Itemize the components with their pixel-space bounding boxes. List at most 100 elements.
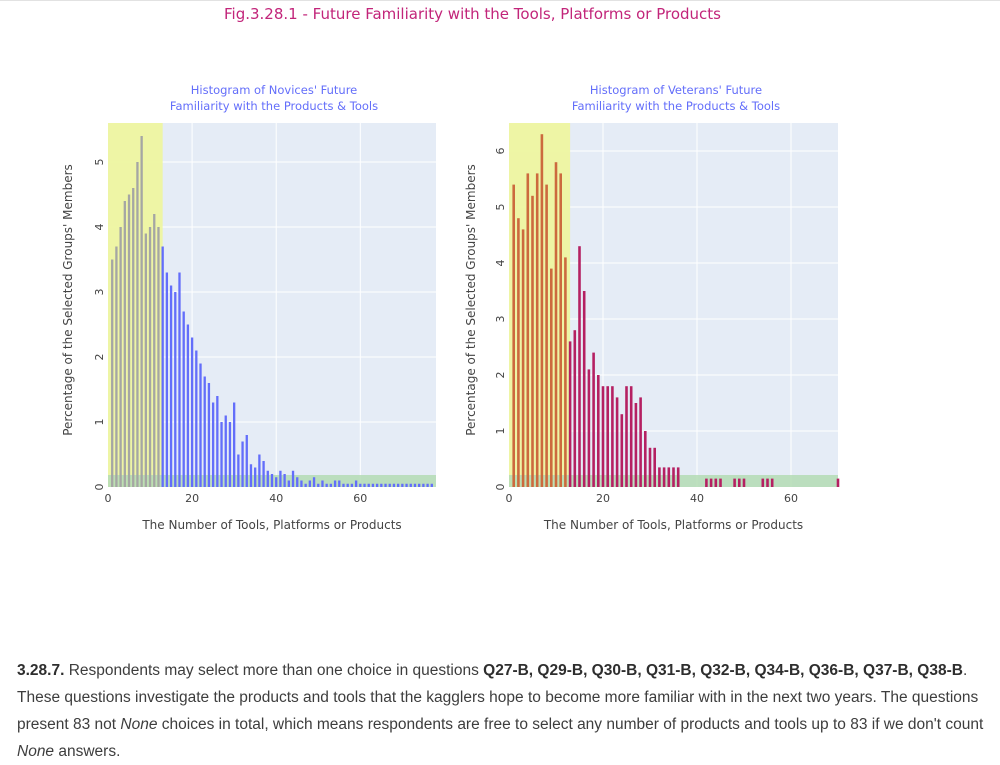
novice-bar (392, 483, 396, 487)
veteran-bar (601, 386, 605, 487)
novices-histogram: 0 1 2 3 4 5 0 20 40 60 Histogram of Novices' Futur… (61, 83, 436, 532)
novice-bar (241, 441, 244, 487)
explanation-paragraph: 3.28.7. Respondents may select more than… (17, 657, 989, 765)
veteran-bar (733, 478, 736, 487)
veteran-y-tick-label: 1 (494, 428, 507, 435)
novice-bar (186, 324, 190, 487)
veteran-bar (766, 478, 769, 487)
novice-bar (426, 483, 429, 487)
novice-bar (266, 470, 269, 487)
novice-bar (418, 483, 421, 487)
novice-bar (228, 422, 232, 487)
veteran-bar (709, 478, 713, 487)
novice-bar (321, 480, 324, 487)
novice-bar (338, 480, 341, 487)
veteran-bar (705, 478, 708, 487)
veteran-bar (662, 467, 666, 487)
novice-bar (296, 477, 299, 487)
novice-bar (308, 480, 312, 487)
veteran-bar (639, 397, 642, 487)
novice-bar (115, 246, 118, 487)
veteran-bar (597, 375, 600, 487)
veteran-bar (644, 431, 647, 487)
novice-bar (430, 483, 433, 487)
veteran-y-axis-label: Percentage of the Selected Groups' Membe… (464, 164, 478, 436)
veteran-bar (719, 478, 722, 487)
paragraph-none-1: None (120, 716, 158, 733)
novice-bar (207, 383, 211, 487)
novice-bar (279, 470, 282, 487)
novice-bar (144, 233, 148, 487)
novice-y-tick-label: 1 (93, 419, 106, 426)
veteran-y-tick-label: 4 (494, 260, 507, 267)
novice-bar (354, 480, 358, 487)
novice-bar (220, 422, 223, 487)
novice-x-tick-label: 20 (185, 492, 199, 505)
novice-bar (275, 477, 278, 487)
novice-bar (224, 415, 227, 487)
novice-bar (342, 483, 345, 487)
paragraph-text-2: . These questions investigate the produc… (17, 662, 979, 733)
novice-bar (132, 188, 135, 487)
novice-bar (161, 246, 164, 487)
novice-bar (312, 477, 316, 487)
veteran-bar (606, 386, 609, 487)
veteran-bar (535, 173, 539, 487)
veteran-x-tick-label: 60 (784, 492, 798, 505)
veteran-bar (582, 291, 586, 487)
veteran-bar (738, 478, 741, 487)
novice-bar (270, 474, 274, 487)
veteran-bar (517, 218, 520, 487)
veteran-bar (625, 386, 628, 487)
veteran-bar (550, 268, 553, 487)
veteran-bar (742, 478, 746, 487)
veteran-bar (672, 467, 675, 487)
novice-x-axis-label: The Number of Tools, Platforms or Produc… (141, 518, 401, 532)
veteran-bar (531, 195, 534, 488)
novice-bar (329, 483, 333, 487)
novice-bar (203, 376, 206, 487)
novice-bar (304, 483, 307, 487)
novice-bar (409, 483, 412, 487)
paragraph-text-3: choices in total, which means respondent… (157, 716, 984, 733)
novice-bar (401, 483, 404, 487)
novice-bar (291, 470, 295, 487)
veteran-bar (611, 386, 614, 487)
veteran-bar (761, 478, 765, 487)
novice-bar (258, 454, 261, 487)
novice-bar (371, 483, 375, 487)
novice-bar (111, 259, 114, 487)
novice-bar (350, 483, 354, 487)
veteran-bar (592, 352, 595, 487)
novice-bar (140, 136, 143, 487)
novice-bar (413, 483, 417, 487)
novice-bar (169, 285, 173, 487)
veteran-bar (545, 184, 548, 487)
veteran-bar (540, 134, 544, 487)
novice-bar (165, 272, 169, 487)
novice-bar (211, 402, 215, 487)
novice-y-tick-label: 3 (93, 289, 106, 296)
paragraph-text-1: Respondents may select more than one cho… (64, 662, 484, 679)
paragraph-text-4: answers. (54, 743, 121, 760)
novice-x-tick-label: 60 (353, 492, 367, 505)
veteran-bar (676, 467, 680, 487)
novice-bar (232, 402, 236, 487)
novice-bar (178, 272, 181, 487)
novice-bar (123, 201, 126, 487)
veteran-bar (587, 369, 591, 487)
novice-bar (249, 464, 253, 487)
novice-bar (367, 483, 370, 487)
veteran-bar (559, 173, 562, 487)
veteran-bar (568, 341, 572, 487)
novice-y-tick-label: 0 (93, 484, 106, 491)
novice-bar (199, 363, 202, 487)
veteran-bar (512, 184, 515, 487)
novice-x-tick-label: 0 (105, 492, 112, 505)
veteran-y-tick-label: 6 (494, 148, 507, 155)
veteran-bar (573, 330, 577, 487)
veteran-bar (554, 162, 558, 487)
novice-bar (157, 227, 160, 487)
veteran-bar (615, 397, 619, 487)
